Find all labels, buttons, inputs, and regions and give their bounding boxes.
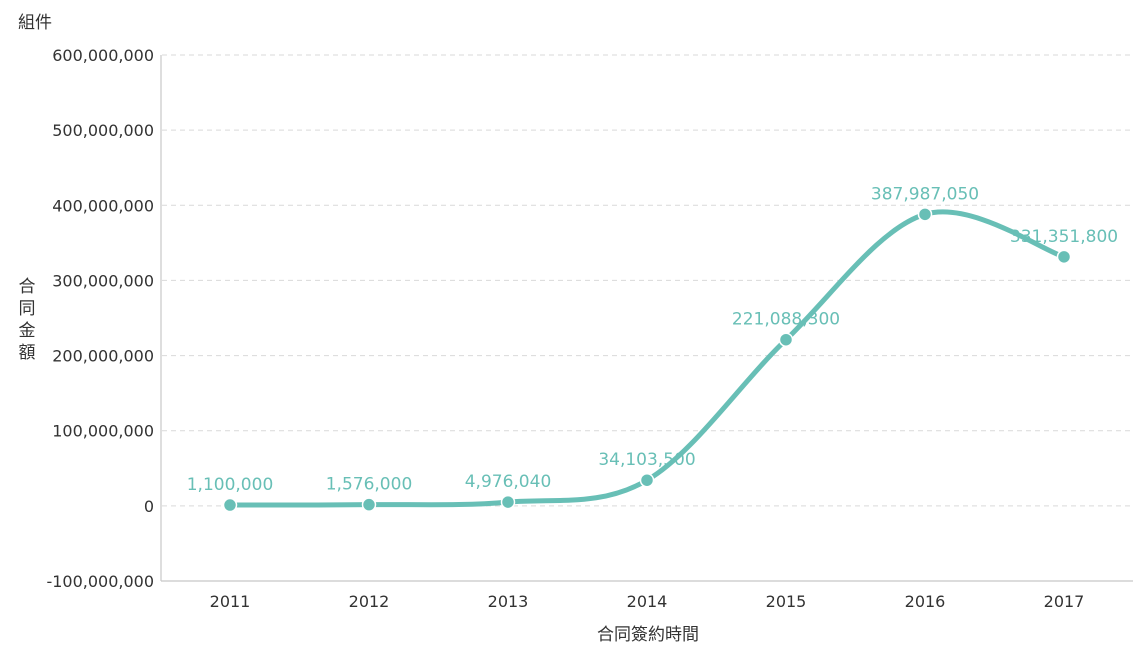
series-points xyxy=(222,207,1072,513)
y-tick-label: 500,000,000 xyxy=(52,121,154,140)
data-point xyxy=(222,497,238,513)
x-tick-label: 2012 xyxy=(349,592,390,611)
data-label: 1,576,000 xyxy=(326,475,413,495)
y-tick-label: -100,000,000 xyxy=(46,572,154,591)
y-tick-label: 400,000,000 xyxy=(52,196,154,215)
top-left-label: 組件 xyxy=(18,13,52,33)
y-axis-title: 合同金額 xyxy=(19,277,36,363)
y-axis-title-char: 同 xyxy=(19,299,36,319)
x-axis-title: 合同簽約時間 xyxy=(597,625,699,645)
y-tick-label: 600,000,000 xyxy=(52,46,154,65)
y-tick-label: 200,000,000 xyxy=(52,347,154,366)
data-labels: 1,100,000 1,576,000 4,976,040 34,103,500 221… xyxy=(187,184,1118,495)
x-tick-label: 2017 xyxy=(1044,592,1085,611)
y-axis-title-char: 合 xyxy=(19,277,36,297)
data-point xyxy=(1056,249,1072,265)
x-tick-label: 2014 xyxy=(627,592,668,611)
data-point xyxy=(361,497,377,512)
data-label: 34,103,500 xyxy=(598,450,695,470)
x-tick-label: 2015 xyxy=(766,592,807,611)
x-tick-label: 2011 xyxy=(210,592,251,611)
x-tick-label: 2016 xyxy=(905,592,946,611)
data-point xyxy=(500,494,516,510)
axes xyxy=(160,55,1133,582)
data-label: 387,987,050 xyxy=(871,184,979,204)
y-axis-ticks: -100,000,000 0 100,000,000 200,000,000 300,0… xyxy=(46,46,154,591)
y-tick-label: 300,000,000 xyxy=(52,271,154,290)
data-label: 1,100,000 xyxy=(187,475,274,495)
data-point xyxy=(917,207,933,222)
y-axis-title-char: 額 xyxy=(19,343,36,363)
data-point xyxy=(639,472,655,488)
y-tick-label: 100,000,000 xyxy=(52,422,154,441)
x-tick-label: 2013 xyxy=(488,592,529,611)
data-label: 221,088,300 xyxy=(732,310,840,330)
grid-lines xyxy=(162,54,1133,507)
data-point xyxy=(778,332,794,347)
data-label: 4,976,040 xyxy=(465,472,552,492)
x-axis-ticks: 2011 2012 2013 2014 2015 2016 2017 xyxy=(210,592,1085,611)
data-label: 331,351,800 xyxy=(1010,227,1118,247)
y-axis-title-char: 金 xyxy=(19,321,36,341)
y-tick-label: 0 xyxy=(144,497,154,516)
